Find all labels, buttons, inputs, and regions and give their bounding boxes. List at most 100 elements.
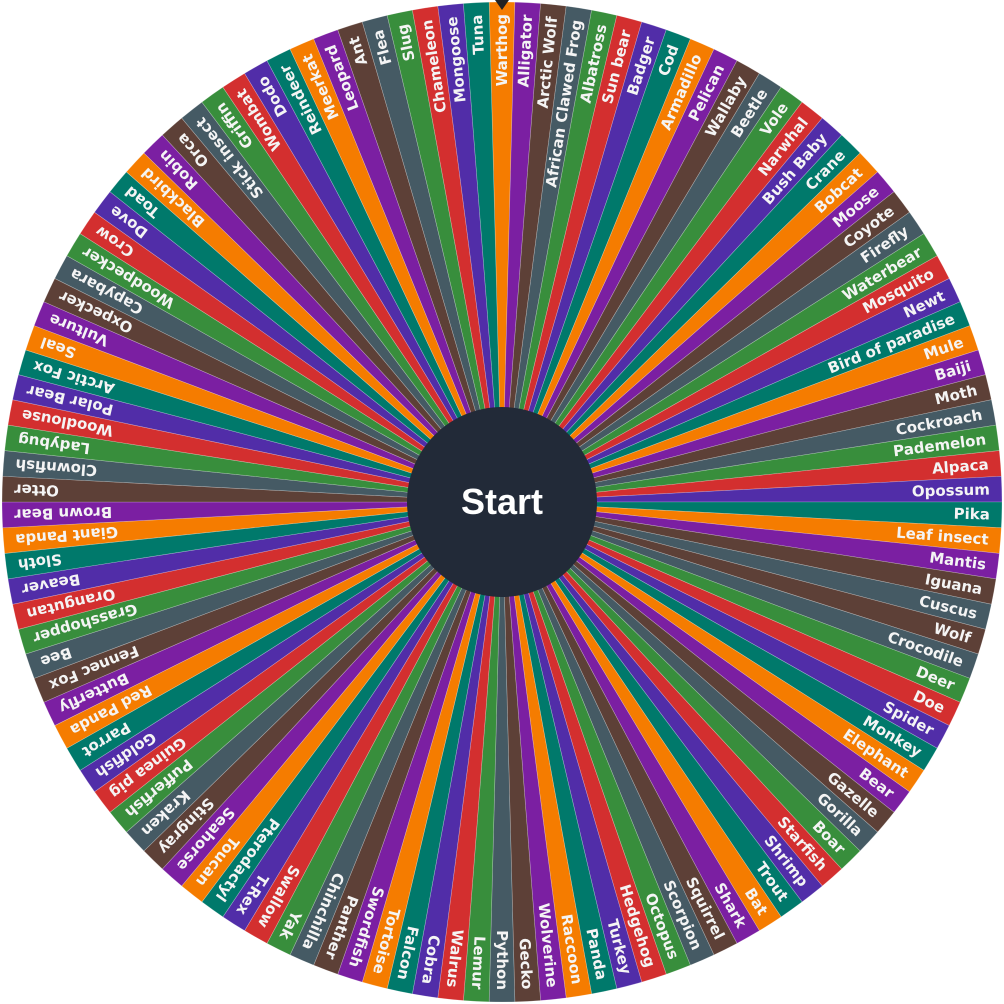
wheel-segment [501, 101, 823, 503]
wheel-segment [289, 38, 503, 503]
wheel-segment [143, 501, 503, 870]
wheel-segment [161, 501, 503, 887]
wheel-segment [2, 450, 503, 503]
wheel-segment [94, 191, 503, 503]
wheel-segment [244, 60, 503, 503]
wheel-segment [501, 501, 803, 918]
wheel-segment [126, 501, 503, 852]
wheel-segment [501, 171, 895, 503]
wheel-segment [501, 501, 715, 966]
wheel-segment [501, 501, 643, 989]
wheel-segment [501, 475, 1003, 503]
wheel-segment [501, 501, 691, 975]
wheel-segment [501, 29, 691, 503]
wheel-segment [501, 501, 1003, 529]
wheel-segment [463, 501, 503, 1003]
wheel-segment [501, 60, 760, 503]
wheel-segment [386, 501, 503, 995]
wheel-segment [289, 501, 503, 966]
wheel-segment [25, 501, 503, 679]
wheel-segment [501, 501, 1002, 554]
wheel-segment [181, 501, 503, 903]
wheel-segment [12, 374, 503, 503]
wheel-segment [54, 501, 503, 749]
wheel-segment [18, 501, 503, 655]
wheel-segment [501, 501, 782, 932]
wheel-segment [501, 501, 997, 605]
wheel-segment [501, 501, 760, 944]
wheel-segment [66, 233, 503, 503]
wheel-segment [7, 399, 503, 503]
wheel-segment [501, 424, 1000, 503]
wheel-segment [501, 501, 618, 995]
wheel-segment [501, 450, 1002, 503]
wheel-segment [25, 325, 503, 503]
wheel-segment [79, 211, 503, 503]
wheel-segment [501, 501, 843, 887]
wheel-segment-label: Tuna [468, 14, 488, 55]
wheel-segment [313, 29, 503, 503]
wheel-segment-label: Brown Bear [13, 503, 112, 524]
wheel-segment [4, 501, 503, 580]
wheel-segment [501, 301, 971, 503]
wheel-segment [501, 48, 738, 503]
wheel-segment [501, 501, 878, 852]
wheel-segment [501, 501, 861, 870]
wheel-segment-label: Warthog [493, 14, 511, 86]
wheel-segment [501, 501, 667, 983]
wheel-segment [43, 501, 503, 726]
wheel-segment [2, 501, 503, 554]
wheel-segment [501, 374, 992, 503]
wheel-segment [161, 117, 503, 503]
wheel-segment [66, 501, 503, 771]
wheel-segment [501, 501, 986, 655]
wheel-segment [501, 501, 1000, 580]
wheel-segment [412, 5, 503, 503]
wheel-segment [33, 501, 503, 703]
wheel-segment [361, 501, 503, 989]
wheel-segment [79, 501, 503, 793]
wheel-segment [501, 255, 950, 503]
start-button[interactable]: Start [407, 407, 597, 597]
wheel-segment [143, 134, 503, 503]
wheel-segment [412, 501, 503, 999]
wheel-segment [501, 152, 878, 503]
wheel-segment [33, 301, 503, 503]
wheel-segment [488, 501, 516, 1003]
wheel-segment-label: Gecko [515, 938, 536, 990]
wheel-segment [126, 152, 503, 503]
wheel-segment [337, 501, 503, 983]
wheel-segment [501, 278, 961, 503]
wheel-segment [222, 501, 503, 932]
wheel-segment [222, 72, 503, 503]
wheel-segment [501, 501, 567, 1001]
wheel-segment [1, 501, 503, 529]
wheel-segment [501, 501, 738, 956]
wheel-segment [501, 211, 925, 503]
wheel-segment [109, 171, 503, 503]
wheel-segment [18, 349, 503, 503]
wheel-segment [501, 501, 950, 749]
wheel-segment [501, 325, 979, 503]
wheel-segment [501, 134, 861, 503]
wheel-segment [501, 501, 592, 999]
wheel-segment [337, 21, 503, 503]
wheel-segment [501, 501, 925, 793]
wheel-segment [43, 278, 503, 503]
wheel-segment [1, 475, 503, 503]
wheel-segment-label: Python [493, 930, 511, 990]
wheel-segment [201, 501, 503, 918]
wheel-segment [501, 72, 782, 503]
wheel-segment [501, 5, 592, 503]
wheel-segment-label: Pika [953, 505, 990, 524]
wheel-segment [12, 501, 503, 630]
wheel-segment [501, 501, 895, 833]
wheel-segment [361, 15, 503, 503]
wheel-segment [437, 501, 503, 1001]
wheel-segment [501, 501, 823, 903]
wheel-segment [501, 501, 938, 771]
wheel-segment [501, 501, 992, 630]
wheel-segment [501, 501, 910, 813]
wheel-segment [501, 501, 979, 679]
